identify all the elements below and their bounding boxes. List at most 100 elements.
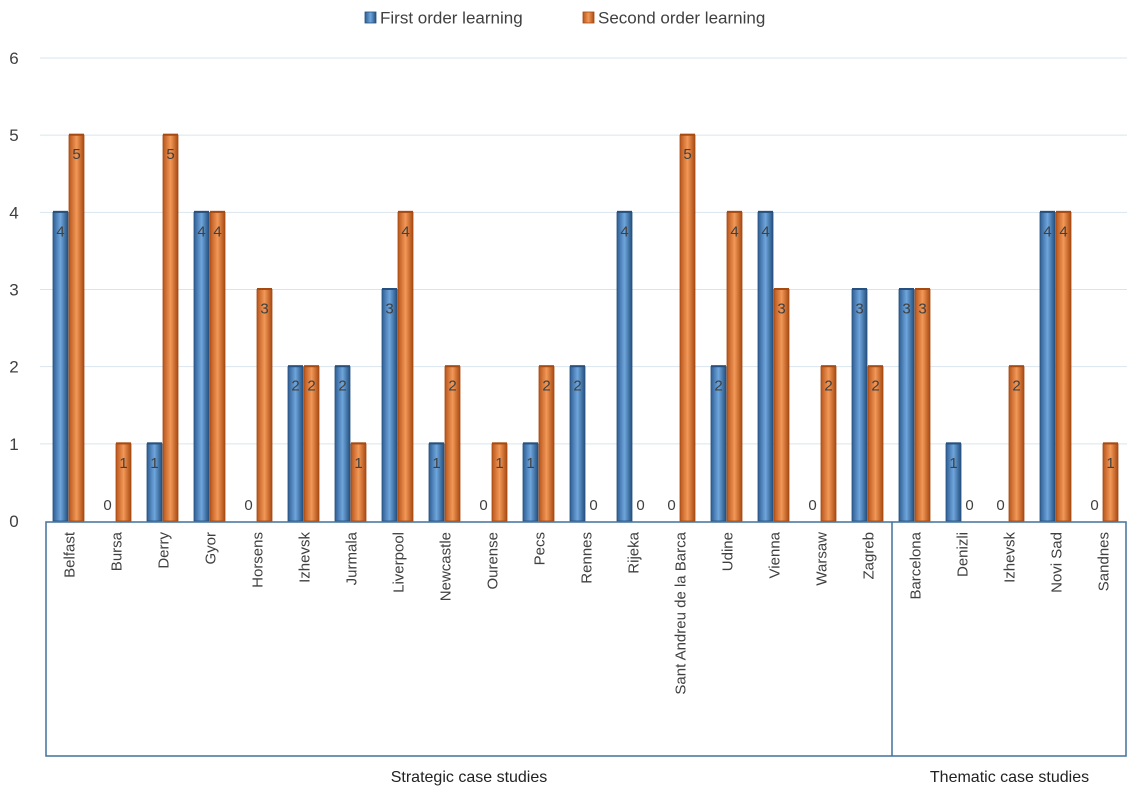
category-label: Warsaw [814, 532, 831, 586]
bar-second-order [256, 289, 273, 522]
bar-top [69, 133, 84, 136]
data-label: 0 [965, 497, 973, 514]
bar-top [210, 210, 225, 213]
bar-top [852, 288, 867, 290]
category-label: Gyor [203, 532, 220, 565]
bar-top [335, 365, 350, 368]
data-label: 3 [918, 301, 926, 318]
category-label: Izhevsk [1002, 532, 1019, 583]
category-label: Sandnes [1096, 532, 1113, 591]
bar-first-order [1039, 211, 1056, 522]
category-label: Novi Sad [1049, 532, 1066, 593]
data-label: 4 [56, 223, 64, 240]
data-label: 3 [385, 301, 393, 318]
bar-top [147, 442, 162, 445]
bar-top [758, 210, 773, 213]
data-label: 1 [119, 455, 127, 472]
bar-top [899, 288, 914, 290]
bar-top [398, 210, 413, 213]
bar-first-order [898, 289, 915, 522]
bar-top [492, 442, 507, 445]
bar-second-order [397, 211, 414, 522]
data-label: 1 [150, 455, 158, 472]
bar-top [539, 365, 554, 368]
data-label: 4 [620, 223, 628, 240]
data-label: 4 [213, 223, 221, 240]
data-label: 1 [1106, 455, 1114, 472]
category-frame [45, 521, 1127, 757]
legend-swatch-second-order [582, 11, 595, 24]
data-label: 0 [996, 497, 1004, 514]
category-label: Derry [156, 532, 173, 569]
bar-top [288, 365, 303, 368]
data-label: 1 [526, 455, 534, 472]
bar-first-order [381, 289, 398, 522]
data-label: 0 [1090, 497, 1098, 514]
bar-top [617, 210, 632, 213]
bar-second-order [773, 289, 790, 522]
bar-first-order [851, 289, 868, 522]
data-label: 3 [260, 301, 268, 318]
bar-top [1103, 442, 1118, 445]
bar-top [711, 365, 726, 368]
legend-swatch-first-order [364, 11, 377, 24]
data-label: 2 [714, 378, 722, 395]
bar-top [53, 210, 68, 213]
bar-top [946, 442, 961, 445]
category-label: Belfast [62, 531, 79, 578]
data-label: 0 [808, 497, 816, 514]
bar-second-order [1055, 211, 1072, 522]
data-label: 2 [448, 378, 456, 395]
data-label: 4 [730, 223, 738, 240]
data-label: 0 [636, 497, 644, 514]
category-label: Newcastle [438, 532, 455, 601]
data-label: 5 [72, 146, 80, 163]
data-label: 0 [479, 497, 487, 514]
data-label: 1 [432, 455, 440, 472]
group-labels: Strategic case studies Thematic case stud… [391, 769, 1089, 786]
bar-top [915, 288, 930, 290]
category-label: Bursa [109, 531, 126, 571]
bar-top [1056, 210, 1071, 213]
category-label: Vienna [767, 531, 784, 578]
bar-first-order [52, 211, 69, 522]
data-label: 4 [761, 223, 769, 240]
legend-label: Second order learning [598, 9, 765, 28]
category-label: Izhevsk [297, 532, 314, 583]
bar-top [304, 365, 319, 368]
category-label: Udine [720, 532, 737, 571]
legend-label: First order learning [380, 9, 523, 28]
group-label: Thematic case studies [930, 769, 1089, 786]
data-label: 2 [871, 378, 879, 395]
category-label: Zagreb [861, 532, 878, 580]
y-tick-label: 4 [9, 203, 18, 222]
bar-top [194, 210, 209, 213]
group-label: Strategic case studies [391, 769, 548, 786]
data-label: 2 [291, 378, 299, 395]
bar-top [116, 442, 131, 445]
bar-first-order [757, 211, 774, 522]
data-label: 0 [667, 497, 675, 514]
bar-top [1009, 365, 1024, 368]
bar-second-order [726, 211, 743, 522]
bar-top [523, 442, 538, 445]
y-tick-label: 0 [9, 512, 18, 531]
bar-top [382, 288, 397, 290]
bar-top [351, 442, 366, 445]
y-tick-label: 5 [9, 126, 18, 145]
y-tick-label: 3 [9, 281, 18, 300]
data-label: 4 [401, 223, 409, 240]
data-label: 2 [573, 378, 581, 395]
data-label: 3 [855, 301, 863, 318]
bar-top [774, 288, 789, 290]
data-label: 1 [495, 455, 503, 472]
category-label: Jurmala [344, 531, 361, 585]
data-label: 2 [338, 378, 346, 395]
bars [52, 133, 1119, 522]
bar-top [821, 365, 836, 368]
data-label: 4 [1043, 223, 1051, 240]
data-label: 4 [1059, 223, 1067, 240]
